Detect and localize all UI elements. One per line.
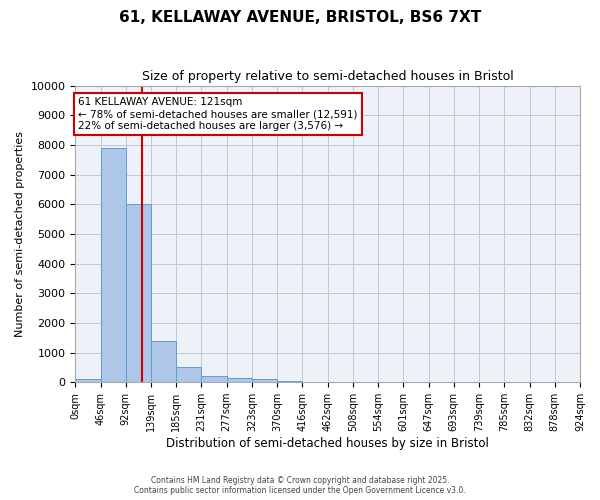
X-axis label: Distribution of semi-detached houses by size in Bristol: Distribution of semi-detached houses by … xyxy=(166,437,489,450)
Bar xyxy=(202,376,227,382)
Text: Contains HM Land Registry data © Crown copyright and database right 2025.
Contai: Contains HM Land Registry data © Crown c… xyxy=(134,476,466,495)
Bar xyxy=(126,204,151,382)
Bar xyxy=(101,148,126,382)
Bar xyxy=(151,340,176,382)
Text: 61, KELLAWAY AVENUE, BRISTOL, BS6 7XT: 61, KELLAWAY AVENUE, BRISTOL, BS6 7XT xyxy=(119,10,481,25)
Text: 61 KELLAWAY AVENUE: 121sqm
← 78% of semi-detached houses are smaller (12,591)
22: 61 KELLAWAY AVENUE: 121sqm ← 78% of semi… xyxy=(78,98,358,130)
Bar xyxy=(75,378,101,382)
Title: Size of property relative to semi-detached houses in Bristol: Size of property relative to semi-detach… xyxy=(142,70,514,83)
Y-axis label: Number of semi-detached properties: Number of semi-detached properties xyxy=(15,131,25,337)
Bar xyxy=(176,368,202,382)
Bar xyxy=(252,380,277,382)
Bar xyxy=(227,378,252,382)
Bar xyxy=(277,380,302,382)
